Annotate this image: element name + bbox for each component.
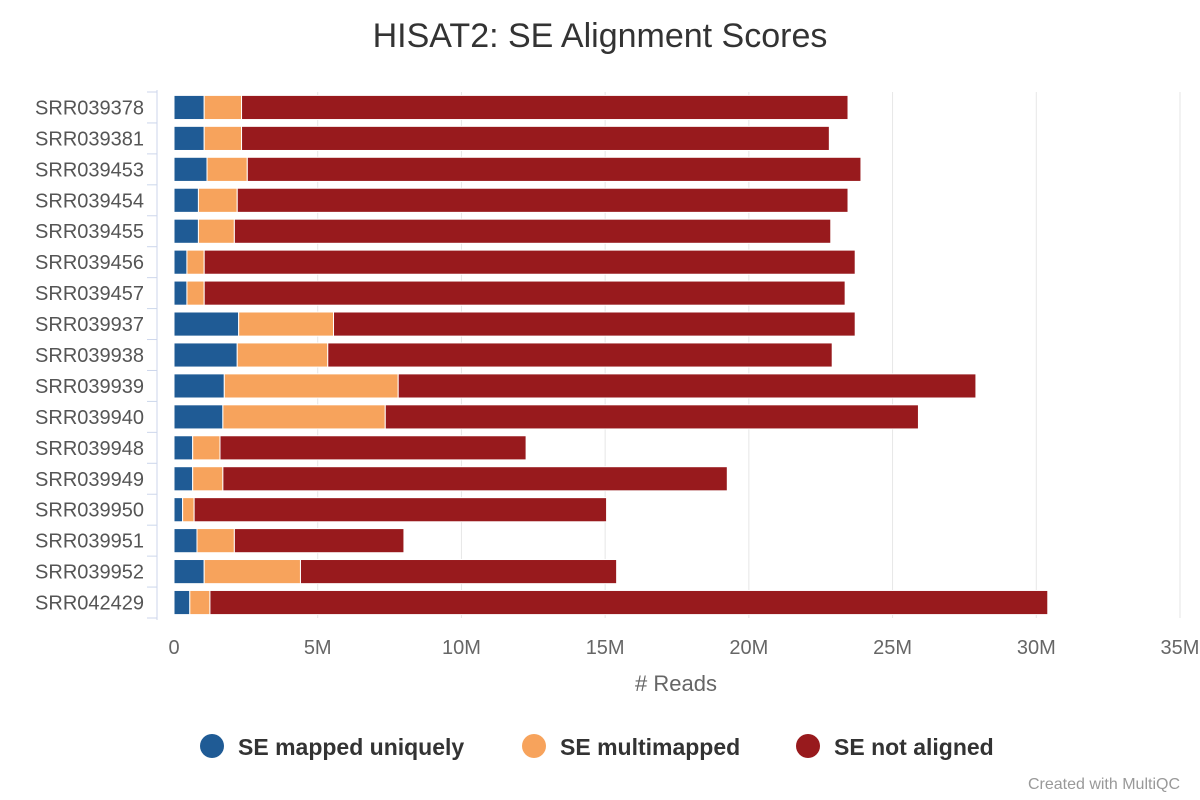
- bar-segment[interactable]: [173, 466, 194, 492]
- chart-title: HISAT2: SE Alignment Scores: [373, 17, 828, 55]
- category-label: SRR039453: [35, 159, 144, 181]
- bar-segment[interactable]: [327, 342, 833, 368]
- bar-segment[interactable]: [193, 497, 608, 523]
- bar-segment[interactable]: [196, 528, 235, 554]
- bar-segment[interactable]: [173, 497, 184, 523]
- bar-segment[interactable]: [236, 187, 849, 213]
- legend-marker[interactable]: [796, 734, 820, 758]
- legend-label[interactable]: SE multimapped: [560, 734, 740, 760]
- category-label: SRR039950: [35, 500, 144, 522]
- bar-segment[interactable]: [197, 187, 238, 213]
- bar-segment[interactable]: [173, 559, 205, 585]
- bar-segment[interactable]: [189, 589, 211, 616]
- credit-text: Created with MultiQC: [1028, 776, 1180, 793]
- category-label: SRR039455: [35, 221, 144, 243]
- bar-segment[interactable]: [203, 125, 243, 151]
- category-label: SRR039456: [35, 252, 144, 274]
- bar-segment[interactable]: [203, 280, 846, 306]
- bar-segment[interactable]: [186, 249, 205, 275]
- bar-segment[interactable]: [203, 559, 301, 585]
- bar-segment[interactable]: [203, 249, 856, 275]
- x-tick-labels: 0 5M 10M 15M 20M 25M 30M 35M: [168, 637, 1199, 659]
- x-tick-label: 15M: [586, 637, 625, 659]
- bar-segment[interactable]: [173, 373, 225, 399]
- legend-label[interactable]: SE mapped uniquely: [238, 734, 464, 760]
- axes: [147, 90, 158, 620]
- category-label: SRR039938: [35, 345, 144, 367]
- bar-segment[interactable]: [206, 156, 248, 182]
- x-tick-label: 10M: [442, 637, 481, 659]
- x-tick-label: 5M: [304, 637, 332, 659]
- bar-segment[interactable]: [173, 311, 240, 337]
- legend-marker[interactable]: [522, 734, 546, 758]
- bar-segment[interactable]: [173, 528, 198, 554]
- category-label: SRR039937: [35, 314, 144, 336]
- category-label: SRR039949: [35, 469, 144, 491]
- bars: [173, 94, 1049, 616]
- category-label: SRR039948: [35, 438, 144, 460]
- bar-segment[interactable]: [333, 311, 856, 337]
- category-label: SRR039457: [35, 283, 144, 305]
- bar-segment[interactable]: [173, 218, 199, 244]
- bar-segment[interactable]: [238, 311, 335, 337]
- category-label: SRR039952: [35, 562, 144, 584]
- bar-segment[interactable]: [197, 218, 235, 244]
- category-label: SRR039939: [35, 376, 144, 398]
- bar-segment[interactable]: [384, 404, 919, 430]
- category-labels: SRR039378 SRR039381 SRR039453 SRR039454 SRR0…: [35, 97, 144, 614]
- bar-segment[interactable]: [219, 435, 527, 461]
- bar-segment[interactable]: [173, 342, 238, 368]
- legend-marker[interactable]: [200, 734, 224, 758]
- bar-segment[interactable]: [241, 94, 849, 121]
- x-tick-label: 0: [168, 637, 179, 659]
- bar-segment[interactable]: [186, 280, 205, 306]
- bar-segment[interactable]: [222, 466, 728, 492]
- category-label: SRR039381: [35, 128, 144, 150]
- bar-segment[interactable]: [233, 218, 832, 244]
- category-label: SRR039940: [35, 407, 144, 429]
- bar-segment[interactable]: [173, 156, 208, 182]
- x-tick-label: 25M: [873, 637, 912, 659]
- bar-segment[interactable]: [233, 528, 405, 554]
- category-label: SRR042429: [35, 593, 144, 615]
- legend-label[interactable]: SE not aligned: [834, 734, 994, 760]
- bar-segment[interactable]: [182, 497, 195, 523]
- bar-segment[interactable]: [209, 589, 1049, 616]
- bar-segment[interactable]: [173, 589, 191, 616]
- bar-segment[interactable]: [203, 94, 243, 121]
- bar-segment[interactable]: [173, 125, 205, 151]
- category-label: SRR039454: [35, 190, 144, 212]
- x-axis-title: # Reads: [635, 671, 717, 696]
- bar-segment[interactable]: [236, 342, 329, 368]
- category-label: SRR039378: [35, 97, 144, 119]
- bar-segment[interactable]: [299, 559, 618, 585]
- bar-segment[interactable]: [246, 156, 862, 182]
- legend: SE mapped uniquely SE multimapped SE not a…: [200, 734, 994, 760]
- bar-segment[interactable]: [173, 280, 188, 306]
- bar-segment[interactable]: [192, 435, 221, 461]
- bar-segment[interactable]: [173, 249, 188, 275]
- x-tick-label: 20M: [729, 637, 768, 659]
- bar-segment[interactable]: [223, 373, 399, 399]
- bar-segment[interactable]: [397, 373, 977, 399]
- bar-segment[interactable]: [173, 404, 224, 430]
- category-label: SRR039951: [35, 531, 144, 553]
- bar-segment[interactable]: [192, 466, 224, 492]
- bar-segment[interactable]: [173, 435, 194, 461]
- bar-segment[interactable]: [222, 404, 386, 430]
- x-tick-label: 30M: [1017, 637, 1056, 659]
- bar-segment[interactable]: [241, 125, 830, 151]
- x-tick-label: 35M: [1161, 637, 1200, 659]
- bar-segment[interactable]: [173, 187, 199, 213]
- bar-segment[interactable]: [173, 94, 205, 121]
